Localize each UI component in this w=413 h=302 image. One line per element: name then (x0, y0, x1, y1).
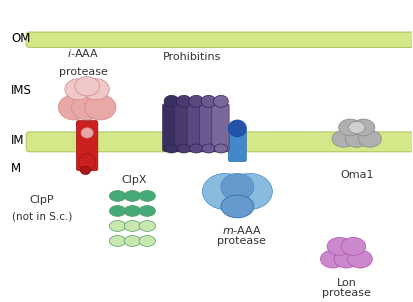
FancyBboxPatch shape (228, 130, 247, 162)
Ellipse shape (165, 144, 178, 153)
Ellipse shape (227, 173, 272, 210)
FancyBboxPatch shape (26, 132, 413, 152)
Text: $m$-AAA: $m$-AAA (222, 224, 261, 236)
Ellipse shape (109, 206, 126, 216)
Ellipse shape (189, 95, 204, 107)
Ellipse shape (214, 95, 228, 107)
Ellipse shape (109, 191, 126, 201)
Ellipse shape (332, 130, 355, 147)
Ellipse shape (139, 206, 155, 216)
FancyBboxPatch shape (187, 103, 204, 152)
Ellipse shape (221, 173, 254, 201)
Ellipse shape (81, 166, 90, 175)
Ellipse shape (139, 191, 155, 201)
Ellipse shape (221, 195, 254, 218)
Ellipse shape (124, 206, 141, 216)
Text: $i$-AAA: $i$-AAA (67, 47, 99, 59)
Ellipse shape (58, 95, 90, 120)
FancyBboxPatch shape (212, 103, 229, 152)
Ellipse shape (124, 236, 141, 246)
Ellipse shape (190, 144, 203, 153)
Text: OM: OM (11, 32, 31, 45)
Text: protease: protease (217, 236, 266, 246)
FancyBboxPatch shape (76, 120, 98, 171)
Text: ClpP: ClpP (30, 195, 54, 205)
FancyBboxPatch shape (175, 103, 192, 152)
Ellipse shape (358, 130, 382, 147)
Ellipse shape (124, 220, 141, 231)
Ellipse shape (79, 154, 95, 171)
Text: IMS: IMS (11, 84, 32, 97)
Ellipse shape (109, 220, 126, 231)
FancyBboxPatch shape (199, 103, 217, 152)
Ellipse shape (85, 95, 116, 120)
Ellipse shape (334, 250, 359, 268)
Ellipse shape (202, 144, 215, 153)
Text: M: M (11, 162, 21, 175)
Ellipse shape (214, 144, 228, 153)
Ellipse shape (139, 220, 155, 231)
Ellipse shape (83, 79, 109, 100)
FancyBboxPatch shape (162, 103, 180, 152)
Text: ClpX: ClpX (122, 175, 147, 185)
Ellipse shape (320, 250, 345, 268)
Text: (not in S.c.): (not in S.c.) (12, 211, 72, 221)
Ellipse shape (228, 120, 247, 137)
Ellipse shape (352, 119, 375, 136)
Text: protease: protease (59, 67, 107, 77)
FancyBboxPatch shape (26, 32, 413, 47)
Ellipse shape (164, 95, 179, 107)
Ellipse shape (327, 237, 352, 255)
Text: Prohibitins: Prohibitins (163, 52, 221, 62)
Text: IM: IM (11, 134, 24, 147)
Ellipse shape (139, 236, 155, 246)
Ellipse shape (109, 236, 126, 246)
Ellipse shape (201, 95, 216, 107)
Ellipse shape (71, 95, 103, 120)
Text: protease: protease (322, 288, 371, 298)
Ellipse shape (65, 79, 91, 100)
Ellipse shape (176, 95, 191, 107)
Ellipse shape (349, 121, 365, 133)
Ellipse shape (202, 173, 248, 210)
Text: Oma1: Oma1 (340, 170, 373, 180)
Ellipse shape (177, 144, 190, 153)
Ellipse shape (75, 77, 100, 96)
Ellipse shape (124, 191, 141, 201)
Ellipse shape (339, 119, 362, 136)
Text: Lon: Lon (337, 278, 356, 288)
Ellipse shape (81, 128, 93, 138)
Ellipse shape (341, 237, 366, 255)
Ellipse shape (345, 130, 368, 147)
Ellipse shape (348, 250, 373, 268)
